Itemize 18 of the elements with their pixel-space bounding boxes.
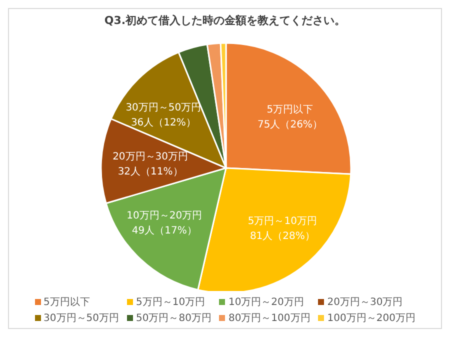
legend-label: 20万円～30万円: [327, 296, 403, 309]
legend-label: 80万円～100万円: [228, 312, 310, 325]
legend-label: 5万円～10万円: [136, 296, 206, 309]
data-label: 36人（12%）: [130, 118, 196, 129]
slice-label: 20万円～30万円: [112, 152, 188, 163]
chart-title: Q3.初めて借入した時の金額を教えてください。: [103, 13, 347, 29]
slice-label: 5万円～10万円: [248, 216, 317, 227]
legend-label: 30万円～50万円: [44, 312, 119, 325]
data-label: 49人（17%）: [132, 226, 197, 237]
legend-label: 50万円～80万円: [136, 312, 212, 325]
slice-label: 5万円以下: [266, 103, 314, 116]
legend-label: 10万円～20万円: [228, 296, 304, 309]
data-label: 75人（26%）: [257, 119, 322, 130]
data-label: 81人（28%）: [250, 230, 315, 242]
slice-label: 10万円～20万円: [126, 210, 202, 222]
data-label: 32人（11%）: [118, 166, 183, 178]
legend-label: 5万円以下: [44, 296, 90, 309]
legend-label: 100万円～200万円: [327, 312, 416, 325]
